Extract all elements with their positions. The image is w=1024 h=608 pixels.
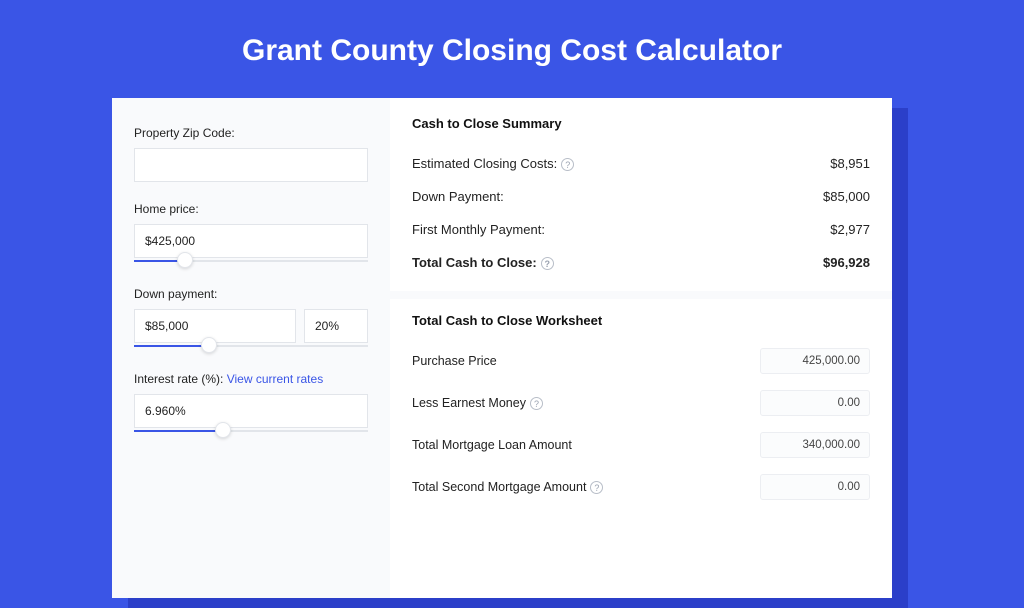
- summary-row-label: Down Payment:: [412, 189, 504, 204]
- interest-slider[interactable]: [134, 427, 368, 437]
- worksheet-value-box[interactable]: 0.00: [760, 390, 870, 416]
- summary-row: Estimated Closing Costs:? $8,951: [412, 147, 870, 180]
- slider-fill: [134, 430, 223, 432]
- summary-row-label: First Monthly Payment:: [412, 222, 545, 237]
- home-price-field-group: Home price:: [134, 202, 368, 267]
- zip-input[interactable]: [134, 148, 368, 182]
- summary-heading: Cash to Close Summary: [412, 116, 870, 131]
- help-icon[interactable]: ?: [561, 158, 574, 171]
- worksheet-value-box[interactable]: 340,000.00: [760, 432, 870, 458]
- help-icon[interactable]: ?: [541, 257, 554, 270]
- worksheet-row: Purchase Price 425,000.00: [412, 340, 870, 382]
- worksheet-value-box[interactable]: 425,000.00: [760, 348, 870, 374]
- worksheet-row-label: Total Second Mortgage Amount?: [412, 480, 603, 494]
- worksheet-row-label: Total Mortgage Loan Amount: [412, 438, 572, 452]
- worksheet-rows: Purchase Price 425,000.00 Less Earnest Mon…: [412, 340, 870, 508]
- slider-thumb[interactable]: [201, 337, 217, 353]
- home-price-input[interactable]: [134, 224, 368, 258]
- worksheet-row: Less Earnest Money? 0.00: [412, 382, 870, 424]
- interest-input[interactable]: [134, 394, 368, 428]
- zip-label: Property Zip Code:: [134, 126, 368, 140]
- section-divider: [390, 291, 892, 299]
- worksheet-row-label: Less Earnest Money?: [412, 396, 543, 410]
- summary-row-label: Estimated Closing Costs:?: [412, 156, 574, 171]
- summary-row-value: $96,928: [823, 255, 870, 270]
- down-payment-percent-input[interactable]: [304, 309, 368, 343]
- home-price-label: Home price:: [134, 202, 368, 216]
- help-icon[interactable]: ?: [590, 481, 603, 494]
- down-payment-amount-input[interactable]: [134, 309, 296, 343]
- view-rates-link[interactable]: View current rates: [227, 372, 324, 386]
- down-payment-slider[interactable]: [134, 342, 368, 352]
- home-price-slider[interactable]: [134, 257, 368, 267]
- worksheet-heading: Total Cash to Close Worksheet: [412, 313, 870, 328]
- worksheet-row: Total Mortgage Loan Amount 340,000.00: [412, 424, 870, 466]
- summary-row: Total Cash to Close:? $96,928: [412, 246, 870, 279]
- worksheet-value-box[interactable]: 0.00: [760, 474, 870, 500]
- summary-rows: Estimated Closing Costs:? $8,951 Down Paym…: [412, 147, 870, 279]
- interest-label: Interest rate (%): View current rates: [134, 372, 368, 386]
- slider-thumb[interactable]: [177, 252, 193, 268]
- results-panel: Cash to Close Summary Estimated Closing …: [390, 98, 892, 598]
- inputs-panel: Property Zip Code: Home price: Down paym…: [112, 98, 390, 598]
- worksheet-row-label: Purchase Price: [412, 354, 497, 368]
- worksheet-row: Total Second Mortgage Amount? 0.00: [412, 466, 870, 508]
- calculator-card: Property Zip Code: Home price: Down paym…: [112, 98, 892, 598]
- interest-label-text: Interest rate (%):: [134, 372, 227, 386]
- down-payment-label: Down payment:: [134, 287, 368, 301]
- summary-row-value: $85,000: [823, 189, 870, 204]
- summary-row: First Monthly Payment: $2,977: [412, 213, 870, 246]
- interest-field-group: Interest rate (%): View current rates: [134, 372, 368, 437]
- summary-row: Down Payment: $85,000: [412, 180, 870, 213]
- slider-thumb[interactable]: [215, 422, 231, 438]
- page-title: Grant County Closing Cost Calculator: [0, 0, 1024, 96]
- summary-row-label: Total Cash to Close:?: [412, 255, 554, 270]
- slider-fill: [134, 345, 209, 347]
- summary-row-value: $2,977: [830, 222, 870, 237]
- summary-row-value: $8,951: [830, 156, 870, 171]
- down-payment-field-group: Down payment:: [134, 287, 368, 352]
- help-icon[interactable]: ?: [530, 397, 543, 410]
- zip-field-group: Property Zip Code:: [134, 126, 368, 182]
